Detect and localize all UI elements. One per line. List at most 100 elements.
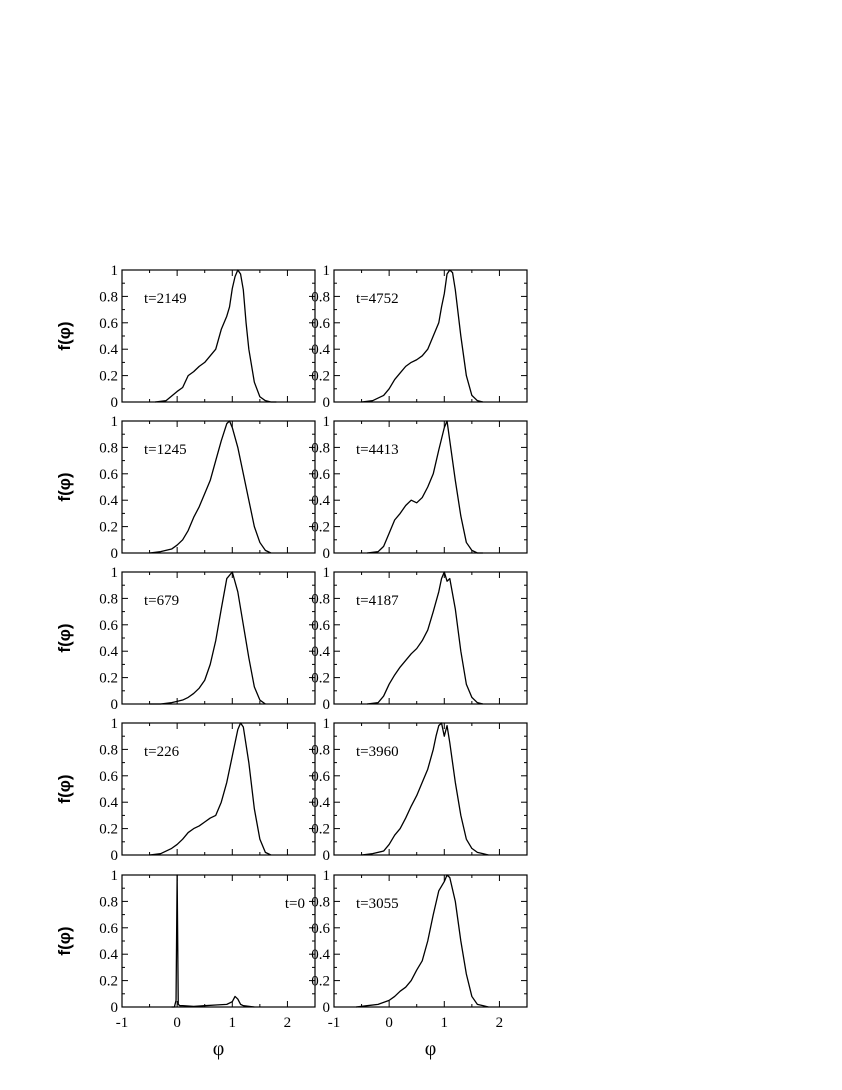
y-tick-label: 1 xyxy=(111,565,119,581)
series-line-5 xyxy=(367,571,484,705)
x-tick-label: 1 xyxy=(441,1015,449,1031)
x-tick-label: 0 xyxy=(385,1015,393,1031)
y-tick-label: 0 xyxy=(111,395,119,411)
panel-frame-9 xyxy=(333,874,528,1008)
panel-frame-6 xyxy=(121,722,316,856)
panel-frame-4 xyxy=(121,571,316,705)
y-tick-label: 0.2 xyxy=(311,822,330,838)
panel-label: t=4187 xyxy=(356,593,399,609)
panel-frame-0 xyxy=(121,269,316,403)
y-tick-label: 0.4 xyxy=(99,342,118,358)
y-tick-label: 0.8 xyxy=(311,742,330,758)
y-tick-label: 0.2 xyxy=(99,671,118,687)
y-tick-label: 0 xyxy=(323,546,331,562)
y-tick-label: 1 xyxy=(323,868,331,884)
y-tick-label: 0.4 xyxy=(311,947,330,963)
y-tick-label: 0.2 xyxy=(99,822,118,838)
panel-label: t=0 xyxy=(285,896,305,912)
y-tick-label: 0.4 xyxy=(99,493,118,509)
panel-frame-5 xyxy=(333,571,528,705)
y-tick-label: 0.6 xyxy=(311,921,330,937)
panel-label: t=226 xyxy=(144,744,180,760)
y-tick-label: 1 xyxy=(111,868,119,884)
y-tick-label: 1 xyxy=(111,716,119,732)
x-tick-label: 1 xyxy=(229,1015,237,1031)
y-tick-label: 0.8 xyxy=(311,591,330,607)
y-tick-label: 0.6 xyxy=(99,467,118,483)
y-tick-label: 0 xyxy=(111,546,119,562)
y-tick-label: 0.4 xyxy=(311,644,330,660)
y-tick-label: 0.6 xyxy=(99,618,118,634)
y-tick-label: 0.6 xyxy=(311,769,330,785)
panel-frame-3 xyxy=(333,420,528,554)
y-tick-label: 0.8 xyxy=(99,894,118,910)
y-tick-label: 0.6 xyxy=(311,316,330,332)
series-line-6 xyxy=(149,722,272,856)
panel-label: t=3960 xyxy=(356,744,399,760)
y-tick-label: 0.4 xyxy=(311,795,330,811)
y-tick-label: 0.6 xyxy=(311,467,330,483)
y-tick-label: 0 xyxy=(323,1000,331,1016)
y-tick-label: 0.2 xyxy=(311,369,330,385)
x-axis-label: φ xyxy=(425,1038,437,1060)
series-line-7 xyxy=(361,722,489,856)
y-axis-label: f(φ) xyxy=(55,472,74,501)
series-line-9 xyxy=(355,874,489,1008)
y-tick-label: 0.8 xyxy=(99,742,118,758)
x-tick-label: 0 xyxy=(173,1015,181,1031)
panel-label: t=2149 xyxy=(144,291,187,307)
y-tick-label: 0.8 xyxy=(311,894,330,910)
y-tick-label: 0 xyxy=(323,395,331,411)
panel-frame-2 xyxy=(121,420,316,554)
y-tick-label: 1 xyxy=(323,716,331,732)
panel-frame-7 xyxy=(333,722,528,856)
y-axis-label: f(φ) xyxy=(55,321,74,350)
y-tick-label: 0.4 xyxy=(311,342,330,358)
y-tick-label: 0.8 xyxy=(311,289,330,305)
y-tick-label: 0.2 xyxy=(99,369,118,385)
y-tick-label: 0.6 xyxy=(311,618,330,634)
panel-frame-1 xyxy=(333,269,528,403)
y-tick-label: 0 xyxy=(323,848,331,864)
panel-label: t=4413 xyxy=(356,442,399,458)
series-line-0 xyxy=(155,269,277,403)
series-line-2 xyxy=(149,420,272,554)
y-axis-label: f(φ) xyxy=(55,623,74,652)
y-tick-label: 1 xyxy=(323,565,331,581)
y-tick-label: 0.4 xyxy=(99,795,118,811)
series-line-8 xyxy=(171,874,255,1008)
y-tick-label: 0.8 xyxy=(99,289,118,305)
series-line-4 xyxy=(149,571,266,705)
panel-label: t=3055 xyxy=(356,896,399,912)
y-tick-label: 0 xyxy=(323,697,331,713)
y-tick-label: 0.2 xyxy=(311,974,330,990)
y-tick-label: 0 xyxy=(111,697,119,713)
y-tick-label: 0.8 xyxy=(99,591,118,607)
y-axis-label: f(φ) xyxy=(55,774,74,803)
series-line-3 xyxy=(367,420,483,554)
y-tick-label: 0.4 xyxy=(99,947,118,963)
y-tick-label: 0.4 xyxy=(99,644,118,660)
y-tick-label: 0.8 xyxy=(99,440,118,456)
y-tick-label: 0.6 xyxy=(99,316,118,332)
series-line-1 xyxy=(361,269,484,403)
y-tick-label: 1 xyxy=(323,414,331,430)
x-tick-label: 2 xyxy=(496,1015,504,1031)
y-tick-label: 0.6 xyxy=(99,769,118,785)
y-tick-label: 0.2 xyxy=(311,671,330,687)
x-tick-label: -1 xyxy=(328,1015,341,1031)
x-tick-label: 2 xyxy=(284,1015,292,1031)
panel-label: t=1245 xyxy=(144,442,187,458)
y-tick-label: 0.4 xyxy=(311,493,330,509)
x-tick-label: -1 xyxy=(116,1015,129,1031)
y-tick-label: 0.2 xyxy=(311,520,330,536)
y-tick-label: 0 xyxy=(111,1000,119,1016)
x-axis-label: φ xyxy=(213,1038,225,1060)
y-tick-label: 1 xyxy=(111,263,119,279)
y-tick-label: 0.6 xyxy=(99,921,118,937)
y-axis-label: f(φ) xyxy=(55,926,74,955)
y-tick-label: 0.2 xyxy=(99,520,118,536)
panel-label: t=4752 xyxy=(356,291,399,307)
y-tick-label: 0.2 xyxy=(99,974,118,990)
